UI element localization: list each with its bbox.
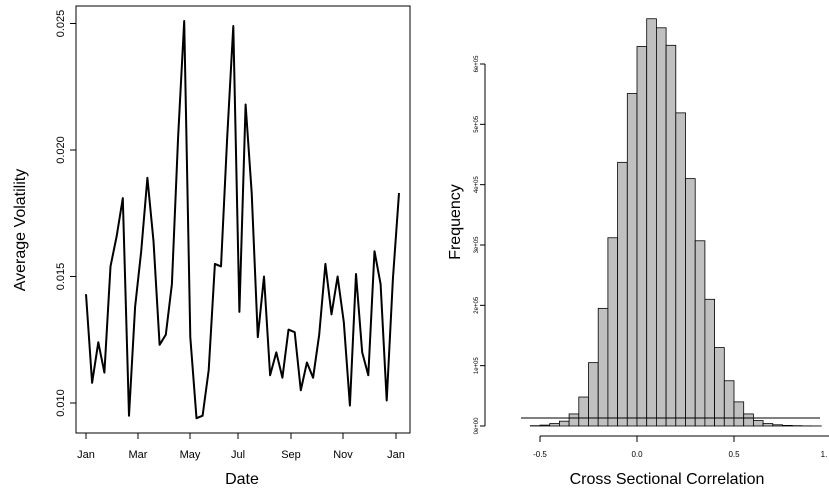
series-line [85, 20, 400, 420]
x-tick-label: Nov [333, 449, 353, 461]
y-tick-label: 5e+05 [474, 115, 480, 133]
histogram-bar [656, 27, 667, 427]
x-tick-label: 0.0 [631, 450, 643, 459]
plot-box [75, 5, 411, 434]
histogram-bar [626, 93, 638, 427]
histogram-bar [597, 307, 609, 427]
x-tick-label: -0.5 [533, 450, 547, 459]
y-axis-title: Average Volatility [12, 169, 29, 291]
histogram-bar [646, 18, 657, 427]
histogram-bar [714, 347, 725, 427]
histogram-bar [568, 413, 580, 427]
x-axis-title: Date [225, 471, 259, 488]
x-tick-label: Mar [129, 449, 148, 461]
histogram-bar [559, 420, 570, 427]
histogram-bar [617, 161, 628, 427]
x-tick-label: 0.5 [728, 450, 740, 459]
histogram-bar [782, 424, 793, 427]
histogram-bar [762, 423, 774, 427]
histogram-bar [723, 380, 735, 427]
y-tick-label: 2e+05 [474, 296, 480, 314]
histogram-bar [607, 237, 619, 427]
x-tick-label: May [180, 449, 201, 461]
histogram-bar [704, 298, 716, 427]
histogram-bar [733, 401, 745, 427]
x-axis-title: Cross Sectional Correlation [570, 471, 765, 488]
y-axis-ticks: 0e+00 1e+05 2e+05 3e+05 4e+05 5e+05 6e+05 [474, 55, 485, 435]
x-axis-ticks: Jan Mar May Jul Sep Nov Jan [77, 433, 405, 461]
x-tick-label: Jul [231, 449, 245, 461]
x-axis-ticks: -0.5 0.0 0.5 1. [533, 436, 828, 459]
volatility-line-chart: Jan Mar May Jul Sep Nov Jan 0.0100.0150.0200.0… [12, 5, 411, 488]
y-tick-label: 0e+00 [474, 417, 480, 435]
y-tick-label: 6e+05 [474, 55, 480, 73]
y-tick-label: 4e+05 [474, 176, 480, 194]
y-axis-title: Frequency [447, 184, 464, 260]
histogram-bar [753, 420, 764, 427]
x-tick-label: Sep [281, 449, 301, 461]
histogram-bar [694, 240, 706, 427]
y-tick-label: 3e+05 [474, 236, 480, 254]
histogram-bar [685, 178, 696, 427]
x-tick-label: Jan [77, 449, 95, 461]
histogram-bar [578, 396, 589, 427]
correlation-histogram: -0.5 0.0 0.5 1. 0e+00 1e+05 2e+05 3e+05 4e+05 5e… [447, 18, 829, 488]
histogram-bar [675, 112, 686, 427]
y-tick-label: 0.025 [55, 10, 67, 38]
x-tick-label: 1. [821, 450, 828, 459]
histogram-bar [588, 362, 599, 427]
histogram-bar [772, 424, 783, 427]
y-axis-ticks: 0.010 0.015 0.020 0.025 [55, 10, 76, 417]
histogram-bar [743, 413, 754, 427]
y-tick-label: 1e+05 [474, 357, 480, 375]
histogram-bar [539, 424, 551, 427]
y-tick-label: 0.015 [55, 263, 67, 291]
histogram-bars [529, 18, 822, 427]
x-tick-label: Jan [387, 449, 405, 461]
histogram-bar [665, 44, 677, 427]
y-tick-label: 0.020 [55, 136, 67, 164]
y-tick-label: 0.010 [55, 389, 67, 417]
histogram-bar [549, 423, 560, 427]
histogram-bar [636, 46, 648, 427]
